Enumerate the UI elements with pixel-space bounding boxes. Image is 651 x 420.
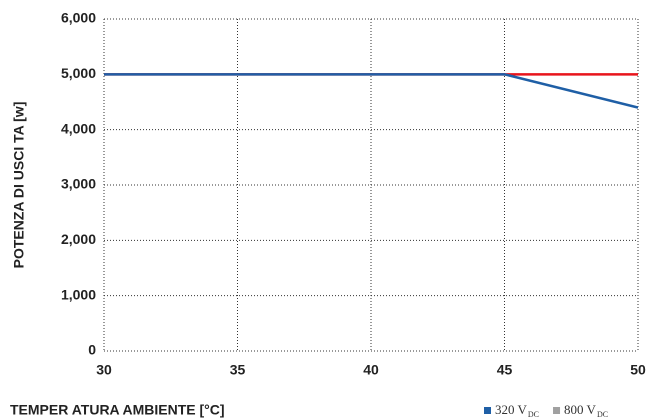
y-axis-title: POTENZA DI USCI TA [w] xyxy=(11,102,27,269)
x-tick-label: 50 xyxy=(630,362,646,378)
x-tick-label: 35 xyxy=(230,362,246,378)
y-tick-label: 0 xyxy=(88,342,96,358)
legend-label: 320 V xyxy=(495,402,528,417)
y-tick-label: 1,000 xyxy=(61,286,96,302)
legend-label-sub: DC xyxy=(597,410,608,419)
y-tick-label: 6,000 xyxy=(61,10,96,26)
x-tick-label: 45 xyxy=(497,362,513,378)
y-tick-label: 3,000 xyxy=(61,176,96,192)
x-tick-label: 30 xyxy=(96,362,112,378)
legend-label: 800 V xyxy=(564,402,597,417)
y-tick-label: 2,000 xyxy=(61,231,96,247)
y-tick-label: 4,000 xyxy=(61,120,96,136)
legend-swatch xyxy=(484,407,491,414)
x-tick-label: 40 xyxy=(363,362,379,378)
legend-label-sub: DC xyxy=(528,410,539,419)
y-tick-label: 5,000 xyxy=(61,65,96,81)
x-axis-title: TEMPER ATURA AMBIENTE [°C] xyxy=(10,402,225,418)
legend-swatch xyxy=(553,407,561,414)
series-line xyxy=(104,73,639,109)
